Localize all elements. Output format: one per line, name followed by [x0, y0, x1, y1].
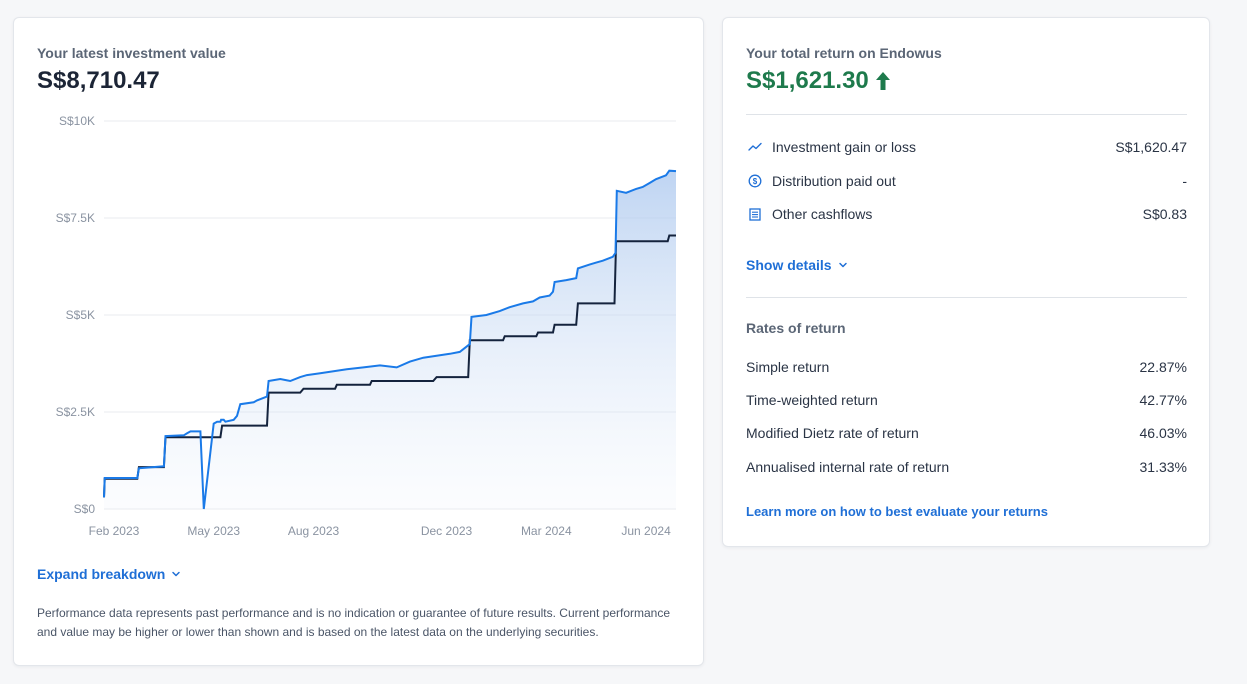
y-tick-label: S$0	[74, 502, 96, 516]
chart-x-axis: Feb 2023 May 2023 Aug 2023 Dec 2023 Mar 2024…	[89, 524, 671, 538]
trend-icon	[746, 139, 764, 155]
return-row-label: Distribution paid out	[772, 173, 896, 189]
net-invested-line	[103, 234, 676, 498]
chevron-down-icon	[838, 262, 847, 268]
return-row-value: S$1,620.47	[1115, 139, 1187, 155]
y-tick-label: S$5K	[66, 308, 95, 322]
x-tick-label: Mar 2024	[521, 524, 572, 538]
total-return-amount: S$1,621.30	[746, 67, 869, 94]
total-return-amount-wrap: S$1,621.30	[746, 67, 891, 95]
y-tick-label: S$7.5K	[56, 211, 95, 225]
rate-row-simple-return: Simple return 22.87%	[746, 357, 1187, 377]
rate-label: Time-weighted return	[746, 392, 878, 408]
rates-of-return-heading: Rates of return	[746, 320, 846, 336]
total-return-card: Your total return on Endowus S$1,621.30 …	[722, 17, 1210, 547]
x-tick-label: Jun 2024	[621, 524, 671, 538]
investment-value-line	[103, 169, 677, 510]
show-details-button[interactable]: Show details	[746, 257, 848, 273]
x-tick-label: Aug 2023	[288, 524, 340, 538]
arrow-up-icon	[875, 72, 890, 90]
y-tick-label: S$2.5K	[56, 405, 95, 419]
return-row-value: -	[1182, 173, 1187, 189]
chart-y-axis: S$0 S$2.5K S$5K S$7.5K S$10K	[56, 114, 96, 516]
rate-value: 31.33%	[1139, 459, 1187, 475]
investment-value-card: Your latest investment value S$8,710.47 …	[13, 17, 704, 666]
return-row-label: Investment gain or loss	[772, 139, 916, 155]
rate-row-annualised-irr: Annualised internal rate of return 31.33…	[746, 457, 1187, 477]
rate-row-time-weighted: Time-weighted return 42.77%	[746, 390, 1187, 410]
divider	[746, 297, 1187, 298]
y-tick-label: S$10K	[59, 114, 95, 128]
list-icon	[746, 206, 764, 222]
investment-value-title: Your latest investment value	[37, 45, 226, 61]
x-tick-label: Feb 2023	[89, 524, 140, 538]
rate-label: Modified Dietz rate of return	[746, 425, 919, 441]
rate-value: 46.03%	[1139, 425, 1187, 441]
return-row-distribution: $ Distribution paid out -	[746, 171, 1187, 191]
rate-value: 42.77%	[1139, 392, 1187, 408]
return-row-label: Other cashflows	[772, 206, 873, 222]
learn-more-returns-link[interactable]: Learn more on how to best evaluate your …	[746, 504, 1048, 519]
x-tick-label: May 2023	[187, 524, 240, 538]
expand-breakdown-button[interactable]: Expand breakdown	[37, 566, 181, 582]
expand-breakdown-label: Expand breakdown	[37, 566, 166, 582]
investment-value-amount: S$8,710.47	[37, 67, 160, 94]
return-row-value: S$0.83	[1142, 206, 1187, 222]
return-row-other-cashflows: Other cashflows S$0.83	[746, 204, 1187, 224]
divider	[746, 114, 1187, 115]
return-row-investment-gain: Investment gain or loss S$1,620.47	[746, 137, 1187, 157]
rate-label: Simple return	[746, 359, 830, 375]
show-details-label: Show details	[746, 257, 832, 273]
investment-value-area	[104, 170, 676, 509]
performance-disclaimer: Performance data represents past perform…	[37, 606, 671, 639]
svg-text:$: $	[753, 177, 758, 186]
rate-label: Annualised internal rate of return	[746, 459, 950, 475]
x-tick-label: Dec 2023	[421, 524, 473, 538]
chevron-down-icon	[172, 571, 181, 577]
dollar-circle-icon: $	[746, 173, 764, 189]
investment-value-chart[interactable]: S$0 S$2.5K S$5K S$7.5K S$10K Feb 2023 May 202…	[14, 108, 705, 553]
total-return-title: Your total return on Endowus	[746, 45, 942, 61]
rate-value: 22.87%	[1139, 359, 1187, 375]
rate-row-modified-dietz: Modified Dietz rate of return 46.03%	[746, 423, 1187, 443]
